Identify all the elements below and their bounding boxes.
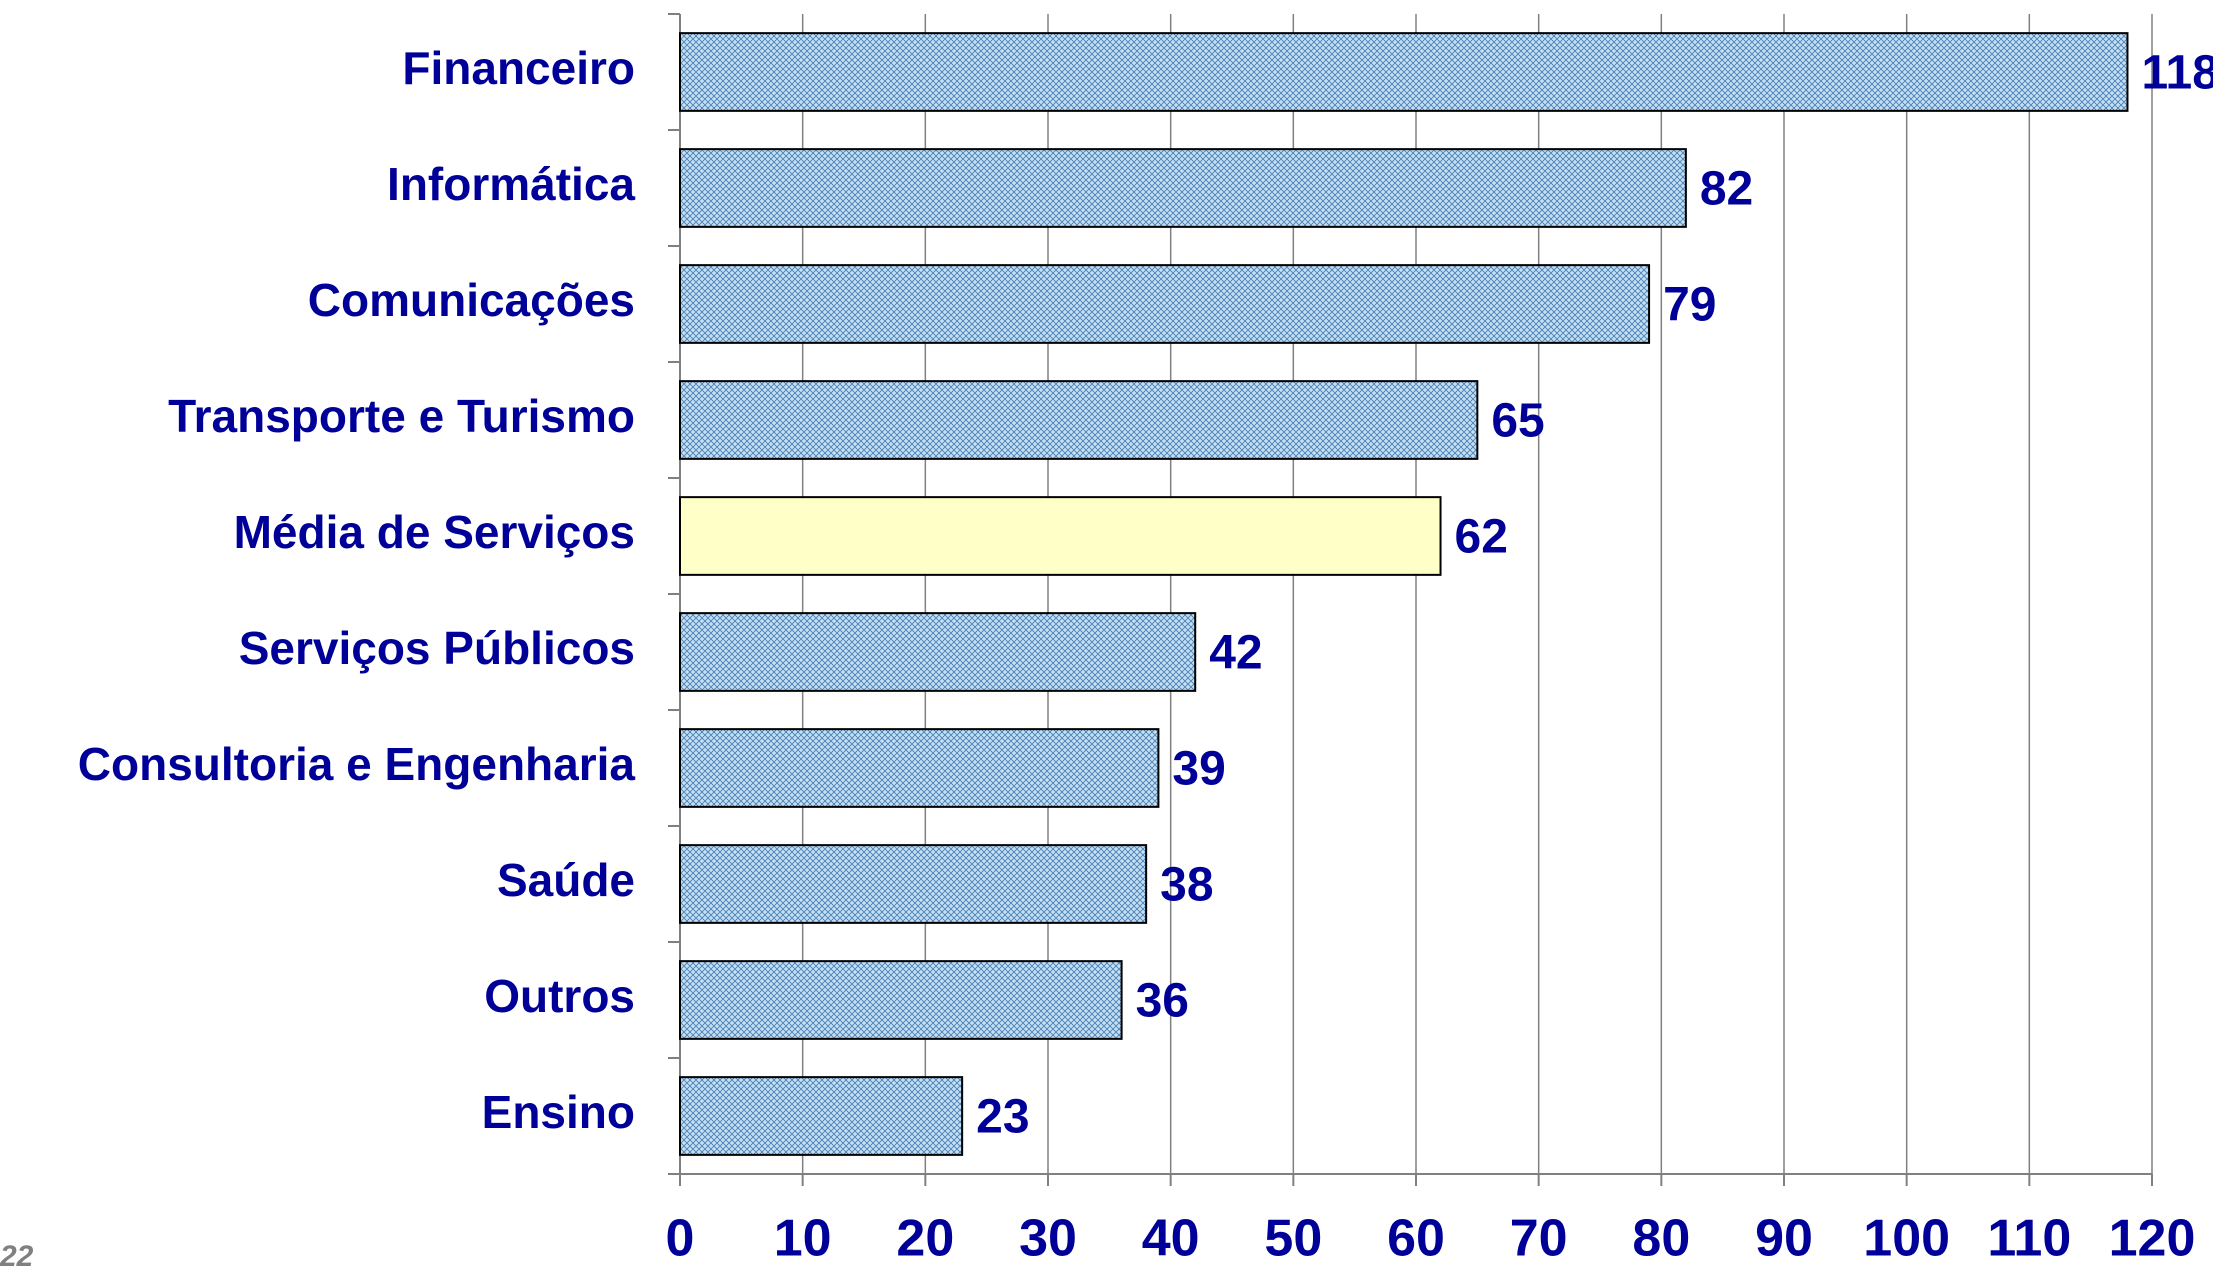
x-tick-label: 70 (1510, 1210, 1568, 1267)
category-label: Ensino (482, 1086, 635, 1138)
x-tick-label: 120 (2109, 1210, 2196, 1267)
page-number: 22 (0, 1240, 34, 1267)
value-label: 42 (1209, 627, 1262, 680)
category-label: Serviços Públicos (239, 622, 635, 674)
value-label: 79 (1663, 279, 1716, 332)
x-tick-label: 60 (1387, 1210, 1445, 1267)
category-label: Consultoria e Engenharia (78, 738, 636, 790)
x-tick-label: 100 (1863, 1210, 1950, 1267)
x-tick-label: 0 (666, 1210, 695, 1267)
value-label: 118 (2141, 47, 2213, 100)
category-label: Financeiro (402, 42, 635, 94)
value-label: 38 (1160, 859, 1213, 912)
bar (679, 380, 1479, 460)
category-label: Média de Serviços (234, 506, 635, 558)
x-tick-label: 110 (1987, 1210, 2071, 1267)
x-tick-label: 50 (1264, 1210, 1322, 1267)
x-tick-label: 20 (896, 1210, 954, 1267)
x-tick-label: 30 (1019, 1210, 1077, 1267)
bar (679, 844, 1148, 924)
bar (679, 496, 1442, 576)
category-label: Saúde (497, 854, 635, 906)
value-label: 36 (1136, 975, 1189, 1028)
category-label: Informática (387, 158, 635, 210)
bar (679, 960, 1123, 1040)
category-label: Comunicações (308, 274, 635, 326)
bar (679, 32, 2129, 112)
category-label: Outros (484, 970, 635, 1022)
bar (679, 728, 1160, 808)
value-label: 65 (1491, 395, 1544, 448)
bar (679, 264, 1651, 344)
bar (679, 1076, 964, 1156)
bar (679, 612, 1197, 692)
value-label: 82 (1700, 163, 1753, 216)
x-tick-label: 10 (774, 1210, 832, 1267)
x-tick-label: 90 (1755, 1210, 1813, 1267)
category-label: Transporte e Turismo (168, 390, 635, 442)
value-label: 23 (976, 1091, 1029, 1144)
value-label: 62 (1455, 511, 1508, 564)
bar (679, 148, 1687, 228)
x-tick-label: 40 (1142, 1210, 1200, 1267)
value-label: 39 (1172, 743, 1225, 796)
x-tick-label: 80 (1632, 1210, 1690, 1267)
